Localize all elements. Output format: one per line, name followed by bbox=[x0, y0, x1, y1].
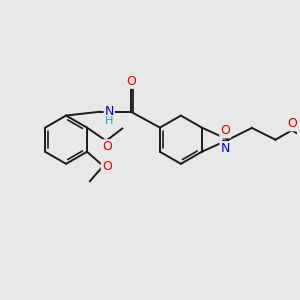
Text: N: N bbox=[220, 142, 230, 155]
Text: O: O bbox=[287, 117, 297, 130]
Text: H: H bbox=[105, 116, 113, 126]
Text: O: O bbox=[220, 124, 230, 137]
Text: O: O bbox=[126, 75, 136, 88]
Text: O: O bbox=[102, 140, 112, 153]
Text: N: N bbox=[105, 105, 114, 118]
Text: O: O bbox=[102, 160, 112, 173]
